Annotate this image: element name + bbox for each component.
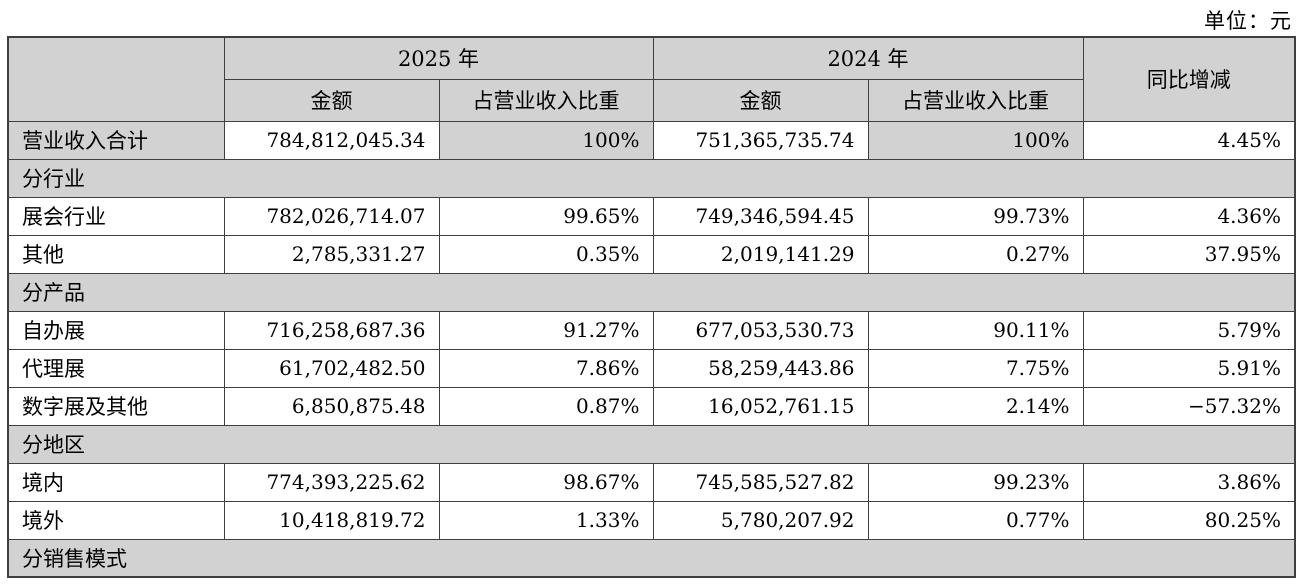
ratio-2025-cell: 7.86%	[438, 348, 654, 388]
table-row: 代理展 61,702,482.50 7.86% 58,259,443.86 7.75% 5…	[7, 348, 1296, 388]
amount-2025-cell: 6,850,875.48	[223, 386, 440, 426]
row-label-cell: 代理展	[7, 348, 225, 388]
yoy-cell: 4.36%	[1082, 196, 1296, 236]
ratio-2024-cell: 7.75%	[867, 348, 1084, 388]
amount-2024-cell: 16,052,761.15	[652, 386, 869, 426]
amount-2024-cell: 58,259,443.86	[652, 348, 869, 388]
ratio-2025-cell: 98.67%	[438, 462, 654, 502]
amount-2025-cell: 774,393,225.62	[223, 462, 440, 502]
ratio-2024-cell: 2.14%	[867, 386, 1084, 426]
row-label-cell: 数字展及其他	[7, 386, 225, 426]
row-label-cell: 境外	[7, 500, 225, 540]
header-ratio-2025: 占营业收入比重	[438, 78, 654, 122]
ratio-2024-cell: 0.77%	[867, 500, 1084, 540]
header-ratio-2024: 占营业收入比重	[867, 78, 1084, 122]
header-year-2024: 2024 年	[652, 36, 1084, 80]
table-row: 境外 10,418,819.72 1.33% 5,780,207.92 0.77% 80.…	[7, 500, 1296, 540]
row-label-cell: 营业收入合计	[7, 120, 225, 160]
amount-2024-cell: 749,346,594.45	[652, 196, 869, 236]
section-row: 分产品	[7, 272, 1296, 312]
table-body: 营业收入合计 784,812,045.34 100% 751,365,735.74 10…	[7, 120, 1296, 578]
ratio-2024-cell: 99.73%	[867, 196, 1084, 236]
yoy-cell: 5.79%	[1082, 310, 1296, 350]
unit-label: 单位：元	[1204, 9, 1292, 33]
amount-2024-cell: 745,585,527.82	[652, 462, 869, 502]
section-row-label: 分地区	[7, 424, 1296, 464]
yoy-cell: 4.45%	[1082, 120, 1296, 160]
amount-2025-cell: 2,785,331.27	[223, 234, 440, 274]
ratio-2024-cell: 100%	[867, 120, 1084, 160]
yoy-cell: 5.91%	[1082, 348, 1296, 388]
yoy-cell: 3.86%	[1082, 462, 1296, 502]
amount-2025-cell: 61,702,482.50	[223, 348, 440, 388]
yoy-cell: 37.95%	[1082, 234, 1296, 274]
table-row: 数字展及其他 6,850,875.48 0.87% 16,052,761.15 2.14…	[7, 386, 1296, 426]
table-row: 其他 2,785,331.27 0.35% 2,019,141.29 0.27% 37.9…	[7, 234, 1296, 274]
row-label-cell: 展会行业	[7, 196, 225, 236]
amount-2025-cell: 784,812,045.34	[223, 120, 440, 160]
header-corner-cell	[7, 36, 225, 122]
yoy-cell: −57.32%	[1082, 386, 1296, 426]
header-yoy-change: 同比增减	[1082, 36, 1296, 122]
ratio-2025-cell: 91.27%	[438, 310, 654, 350]
section-row-label: 分行业	[7, 158, 1296, 198]
header-amount-2024: 金额	[652, 78, 869, 122]
amount-2025-cell: 716,258,687.36	[223, 310, 440, 350]
revenue-breakdown-table: 2025 年 2024 年 同比增减 金额 占营业收入比重 金额 占营业收入比重…	[7, 36, 1296, 578]
amount-2024-cell: 677,053,530.73	[652, 310, 869, 350]
table-row: 自办展 716,258,687.36 91.27% 677,053,530.73 90.…	[7, 310, 1296, 350]
ratio-2024-cell: 90.11%	[867, 310, 1084, 350]
amount-2024-cell: 751,365,735.74	[652, 120, 869, 160]
ratio-2024-cell: 0.27%	[867, 234, 1084, 274]
amount-2024-cell: 2,019,141.29	[652, 234, 869, 274]
section-row: 分行业	[7, 158, 1296, 198]
row-label-cell: 自办展	[7, 310, 225, 350]
header-year-2025: 2025 年	[223, 36, 654, 80]
yoy-cell: 80.25%	[1082, 500, 1296, 540]
amount-2025-cell: 10,418,819.72	[223, 500, 440, 540]
amount-2025-cell: 782,026,714.07	[223, 196, 440, 236]
row-label-cell: 境内	[7, 462, 225, 502]
section-row: 分地区	[7, 424, 1296, 464]
table-row: 营业收入合计 784,812,045.34 100% 751,365,735.74 10…	[7, 120, 1296, 160]
section-row-label: 分销售模式	[7, 538, 1296, 578]
row-label-cell: 其他	[7, 234, 225, 274]
ratio-2025-cell: 1.33%	[438, 500, 654, 540]
section-row: 分销售模式	[7, 538, 1296, 578]
table-row: 境内 774,393,225.62 98.67% 745,585,527.82 99.2…	[7, 462, 1296, 502]
header-amount-2025: 金额	[223, 78, 440, 122]
ratio-2025-cell: 0.87%	[438, 386, 654, 426]
table-header: 2025 年 2024 年 同比增减 金额 占营业收入比重 金额 占营业收入比重	[7, 36, 1296, 122]
ratio-2025-cell: 100%	[438, 120, 654, 160]
ratio-2025-cell: 0.35%	[438, 234, 654, 274]
ratio-2024-cell: 99.23%	[867, 462, 1084, 502]
section-row-label: 分产品	[7, 272, 1296, 312]
amount-2024-cell: 5,780,207.92	[652, 500, 869, 540]
table-row: 展会行业 782,026,714.07 99.65% 749,346,594.45 99…	[7, 196, 1296, 236]
ratio-2025-cell: 99.65%	[438, 196, 654, 236]
